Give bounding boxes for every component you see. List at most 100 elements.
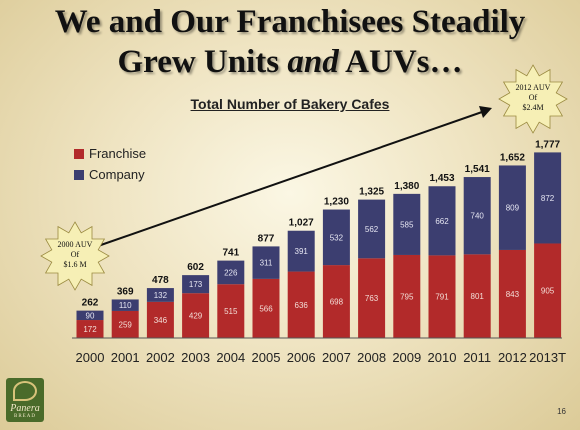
chart-title: Total Number of Bakery Cafes — [190, 96, 390, 112]
title-line-2c: AUVs… — [338, 44, 463, 80]
x-tick-label-2004: 2004 — [216, 350, 245, 365]
bar-company-2005 — [252, 246, 280, 279]
bar-franchise-2004 — [217, 284, 245, 338]
data-label-franchise-2002: 346 — [154, 316, 168, 325]
x-tick-label-2005: 2005 — [252, 350, 281, 365]
bar-franchise-2013T — [534, 243, 562, 338]
bar-franchise-2011 — [463, 254, 491, 338]
total-label-2013T: 1,777 — [535, 139, 560, 150]
data-label-company-2008: 562 — [365, 225, 379, 234]
bar-company-2002 — [146, 288, 174, 302]
total-label-2002: 478 — [152, 275, 169, 286]
logo-leaf-icon — [13, 381, 37, 401]
legend-item-franchise: Franchise — [74, 143, 146, 164]
data-label-company-2007: 532 — [330, 233, 344, 242]
total-label-2005: 877 — [258, 233, 275, 244]
bar-franchise-2000 — [76, 320, 104, 338]
data-label-franchise-2001: 259 — [119, 320, 133, 329]
total-label-2006: 1,027 — [289, 218, 314, 229]
data-label-company-2009: 585 — [400, 220, 414, 229]
data-label-company-2006: 391 — [295, 247, 309, 256]
bar-franchise-2001 — [111, 310, 139, 338]
data-label-company-2000: 90 — [86, 311, 95, 320]
bar-franchise-2003 — [182, 293, 210, 338]
total-label-2007: 1,230 — [324, 197, 349, 208]
x-tick-label-2003: 2003 — [181, 350, 210, 365]
auv-2012-starburst — [498, 64, 568, 134]
data-label-company-2011: 740 — [471, 212, 485, 221]
x-tick-label-2000: 2000 — [76, 350, 105, 365]
title-line-2a: Grew Units — [117, 44, 288, 80]
x-tick-label-2011: 2011 — [463, 350, 491, 365]
bar-company-2010 — [428, 186, 456, 256]
legend-swatch-company — [74, 169, 84, 180]
logo-sub-text: BREAD — [14, 414, 36, 419]
total-label-2011: 1,541 — [465, 164, 490, 175]
bar-company-2008 — [358, 199, 386, 259]
x-tick-label-2009: 2009 — [392, 350, 421, 365]
data-label-franchise-2011: 801 — [471, 292, 485, 301]
slide-title: We and Our Franchisees Steadily Grew Uni… — [0, 2, 580, 82]
data-label-franchise-2007: 698 — [330, 298, 344, 307]
bar-company-2009 — [393, 193, 421, 255]
bar-franchise-2012 — [498, 249, 526, 338]
data-label-franchise-2006: 636 — [295, 301, 309, 310]
total-label-2000: 262 — [82, 298, 99, 309]
total-label-2009: 1,380 — [394, 181, 419, 192]
legend-label-franchise: Franchise — [89, 146, 147, 161]
bar-company-2001 — [111, 299, 139, 311]
bar-company-2000 — [76, 310, 104, 321]
total-label-2008: 1,325 — [359, 187, 384, 198]
bar-company-2007 — [322, 209, 350, 266]
bar-company-2013T — [534, 152, 562, 244]
data-label-franchise-2009: 795 — [400, 292, 414, 301]
data-label-franchise-2013T: 905 — [541, 287, 555, 296]
data-label-franchise-2000: 172 — [83, 325, 97, 334]
data-label-company-2005: 311 — [260, 259, 273, 268]
auv-2000-starburst — [40, 221, 110, 291]
x-tick-label-2001: 2001 — [111, 350, 140, 365]
bar-franchise-2008 — [358, 258, 386, 338]
bar-company-2011 — [463, 177, 491, 255]
x-tick-label-2010: 2010 — [428, 350, 457, 365]
annotation-text-0: 2000 AUV Of $1.6 M — [58, 240, 93, 269]
data-label-company-2002: 132 — [154, 291, 168, 300]
bar-franchise-2006 — [287, 271, 315, 338]
bar-company-2006 — [287, 230, 315, 272]
x-tick-label-2012: 2012 — [498, 350, 527, 365]
title-line-1: We and Our Franchisees Steadily — [54, 4, 526, 40]
bar-franchise-2005 — [252, 278, 280, 338]
data-label-company-2003: 173 — [189, 280, 203, 289]
growth-arrow-head-icon — [479, 106, 492, 118]
total-label-2004: 741 — [222, 248, 239, 259]
total-label-2010: 1,453 — [429, 173, 454, 184]
chart-legend: Franchise Company — [74, 143, 146, 185]
annotation-text-1: 2012 AUV Of $2.4M — [516, 83, 551, 112]
page-number: 16 — [557, 407, 566, 416]
bar-franchise-2010 — [428, 255, 456, 338]
data-label-franchise-2004: 515 — [224, 307, 238, 316]
data-label-company-2004: 226 — [224, 268, 238, 277]
data-label-franchise-2012: 843 — [506, 290, 520, 299]
bar-company-2003 — [182, 275, 210, 294]
growth-arrow — [97, 111, 483, 247]
bar-franchise-2007 — [322, 265, 350, 338]
data-label-company-2010: 662 — [435, 217, 449, 226]
legend-item-company: Company — [74, 164, 146, 185]
x-tick-label-2013T: 2013T — [529, 350, 566, 365]
data-label-franchise-2003: 429 — [189, 312, 203, 321]
data-label-company-2013T: 872 — [541, 194, 555, 203]
legend-swatch-franchise — [74, 148, 84, 159]
x-tick-label-2006: 2006 — [287, 350, 316, 365]
total-label-2001: 369 — [117, 286, 134, 297]
bar-company-2004 — [217, 260, 245, 285]
total-label-2012: 1,652 — [500, 152, 525, 163]
data-label-franchise-2005: 566 — [259, 304, 273, 313]
x-tick-label-2002: 2002 — [146, 350, 175, 365]
data-label-company-2012: 809 — [506, 204, 520, 213]
panera-logo: Panera BREAD — [6, 378, 44, 422]
data-label-franchise-2008: 763 — [365, 294, 379, 303]
data-label-franchise-2010: 791 — [435, 293, 449, 302]
x-tick-label-2008: 2008 — [357, 350, 386, 365]
